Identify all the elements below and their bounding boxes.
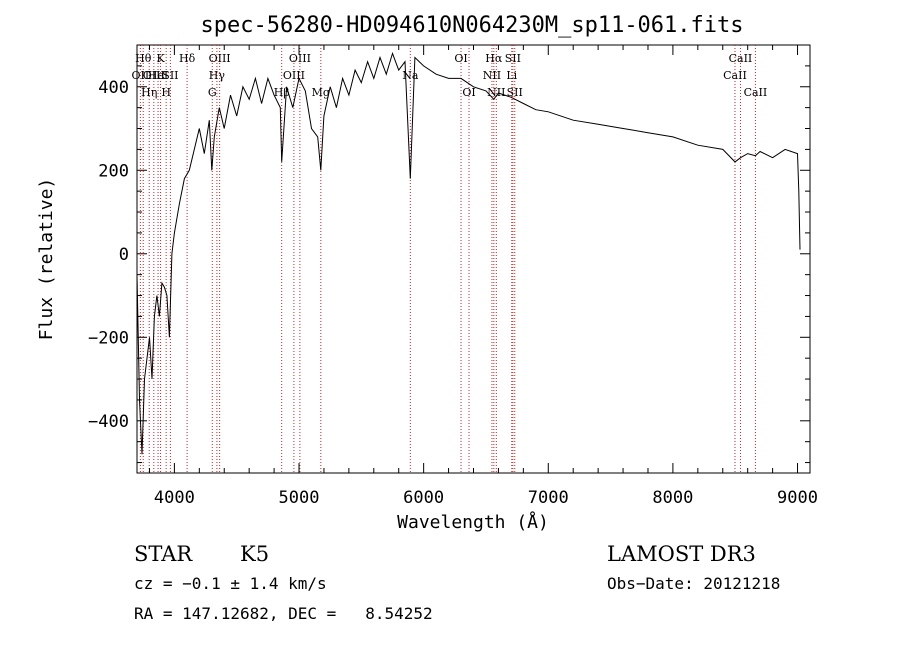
y-tick-label-3: 200 <box>98 161 129 181</box>
feature-label-1: Hθ <box>135 52 152 65</box>
feature-label-23: SII <box>505 52 521 65</box>
x-tick-label-4: 8000 <box>652 488 693 508</box>
x-axis-label: Wavelength (Å) <box>397 511 549 533</box>
x-tick-label-0: 4000 <box>154 488 195 508</box>
feature-label-19: NII <box>483 69 501 82</box>
feature-label-13: OIII <box>283 69 305 82</box>
x-tick-label-5: 9000 <box>777 488 818 508</box>
object-subclass: K5 <box>240 542 269 566</box>
feature-label-5: K <box>156 52 165 65</box>
y-axis-label: Flux (relative) <box>36 178 57 341</box>
y-tick-label-0: −400 <box>88 412 129 432</box>
survey-name: LAMOST DR3 <box>607 542 756 566</box>
feature-label-3: OIII <box>143 69 165 82</box>
y-tick-label-4: 400 <box>98 78 129 98</box>
y-tick-label-1: −200 <box>88 328 129 348</box>
feature-label-12: Hβ <box>274 86 290 99</box>
plot-area: OIIHθHηOIIIHeIKHSIIHδGHγOIIIHβOIIIOIIIMg… <box>132 44 811 474</box>
chart-title: spec-56280-HD094610N064230M_sp11-061.fit… <box>200 13 743 38</box>
feature-label-7: SII <box>162 69 178 82</box>
feature-label-27: CaII <box>744 86 768 99</box>
feature-label-22: Li <box>506 69 517 82</box>
feature-label-20: Hα <box>485 52 503 65</box>
feature-label-10: Hγ <box>209 69 226 82</box>
feature-label-4: HeI <box>148 69 168 82</box>
feature-label-9: G <box>208 86 217 99</box>
feature-label-25: CaII <box>723 69 747 82</box>
feature-label-11: OIII <box>209 52 231 65</box>
feature-label-24: SII <box>507 86 523 99</box>
obs-date-text: Obs−Date: 20121218 <box>607 574 780 593</box>
feature-label-21: NII <box>487 86 505 99</box>
feature-label-2: Hη <box>141 86 157 99</box>
feature-label-14: OIII <box>289 52 311 65</box>
feature-label-17: OI <box>454 52 467 65</box>
spectrum-series-line <box>136 51 801 455</box>
feature-label-8: Hδ <box>179 52 196 65</box>
feature-label-6: H <box>161 86 171 99</box>
feature-label-15: Mg <box>312 86 330 99</box>
x-tick-label-2: 6000 <box>403 488 444 508</box>
redshift-text: cz = −0.1 ± 1.4 km/s <box>134 574 327 593</box>
feature-label-26: CaII <box>729 52 753 65</box>
coords-text: RA = 147.12682, DEC = 8.54252 <box>134 604 433 623</box>
feature-label-18: OI <box>462 86 475 99</box>
feature-label-16: Na <box>402 69 419 82</box>
feature-label-0: OII <box>132 69 150 82</box>
x-tick-label-1: 5000 <box>279 488 320 508</box>
object-class: STAR <box>134 542 193 566</box>
y-tick-label-2: 0 <box>119 245 129 265</box>
x-tick-label-3: 7000 <box>528 488 569 508</box>
